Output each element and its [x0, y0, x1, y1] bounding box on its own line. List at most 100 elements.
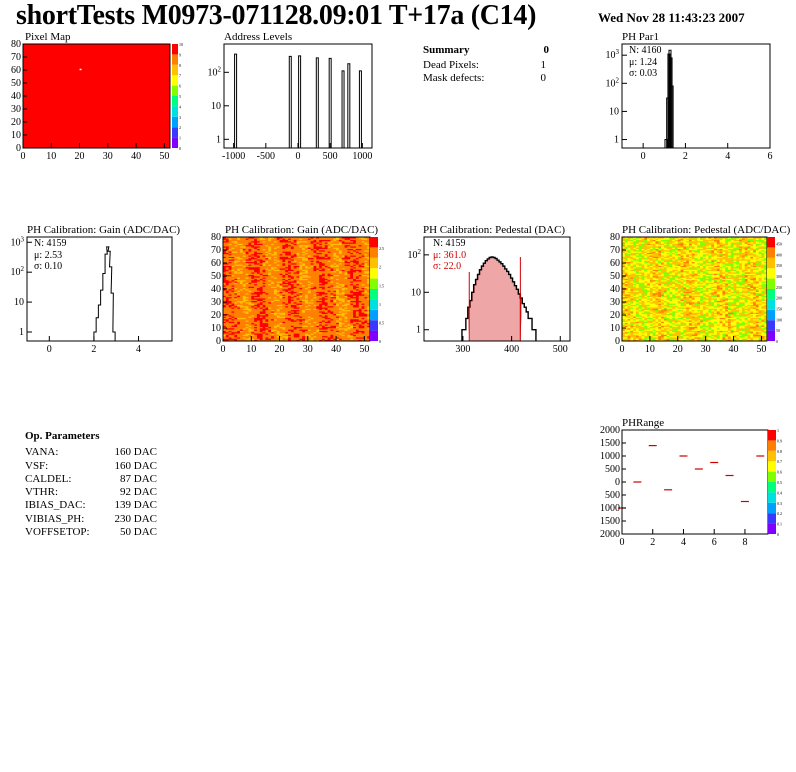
gain-map-cell — [279, 268, 283, 270]
pedestal-map-cell — [758, 330, 762, 333]
gain-map-cell — [353, 278, 357, 281]
gain-map-cell — [290, 312, 294, 314]
gain-map-cell — [347, 298, 351, 300]
pedestal-map-cell — [672, 335, 676, 338]
pedestal-map-cell — [649, 333, 653, 335]
gain-map-cell — [256, 239, 261, 242]
pedestal-map-cell — [652, 325, 656, 327]
gain-map-cell — [336, 246, 340, 248]
gain-map-cell — [333, 246, 337, 248]
pedestal-map-cell — [630, 335, 634, 338]
gain-map-cell — [304, 250, 309, 252]
gain-map-cell — [361, 272, 365, 274]
gain-map-cell — [228, 257, 232, 260]
gain-map-cell — [237, 309, 241, 312]
pedestal-map-cell — [649, 337, 653, 339]
gain-map-cell — [344, 304, 348, 307]
gain-map-cell — [237, 289, 241, 291]
gain-map-cell — [319, 335, 323, 338]
gain-map-cell — [347, 309, 351, 312]
gain-map-cell — [234, 318, 238, 321]
gain-map-cell — [321, 237, 326, 239]
gain-map-cell — [358, 324, 362, 326]
gain-map-cell — [336, 331, 340, 334]
gain-map-cell — [279, 338, 283, 340]
gain-map-cell — [245, 315, 249, 317]
gain-map-cell — [279, 302, 283, 304]
gain-map-cell — [273, 256, 278, 259]
gain-map-cell — [237, 239, 241, 242]
gain-map-cell — [324, 282, 328, 285]
gain-map-cell — [251, 239, 255, 242]
gain-map-cell — [324, 302, 328, 304]
gain-map-cell — [225, 330, 229, 333]
gain-map-cell — [299, 256, 303, 259]
gain-map-cell — [296, 250, 300, 252]
gain-map-cell — [259, 270, 263, 273]
gain-map-cell — [268, 239, 272, 242]
gain-map-cell — [279, 329, 283, 331]
gain-map-cell — [296, 329, 300, 331]
pedestal-map-cell — [644, 329, 648, 331]
gain-map-cell — [288, 270, 292, 273]
gain-map-cell — [223, 246, 227, 248]
gain-map-cell — [327, 322, 331, 325]
gain-map-cell — [225, 283, 229, 286]
gain-map-cell — [265, 292, 269, 295]
pedestal-map-cell — [755, 328, 759, 330]
gain-map-cell — [324, 313, 328, 316]
gain-map-cell — [299, 276, 303, 278]
gain-map-cell — [248, 308, 252, 311]
gain-map-cell — [282, 300, 286, 303]
gain-map-cell — [254, 273, 258, 275]
gain-map-cell — [296, 299, 300, 301]
gain-map-cell — [358, 278, 362, 281]
pedestal-map-cell — [705, 328, 709, 330]
pixel-map-palette-cell — [172, 137, 178, 148]
gain-map-cell — [316, 276, 320, 278]
gain-map-cell — [355, 290, 359, 292]
gain-map-cell — [256, 325, 261, 327]
gain-map-cell — [242, 289, 246, 291]
gain-map-cell — [361, 268, 365, 270]
gain-map-cell — [304, 334, 309, 337]
gain-map-cell — [293, 272, 297, 274]
gain-map-cell — [288, 252, 292, 255]
gain-map-cell — [327, 338, 331, 340]
gain-map-cell — [350, 294, 354, 296]
gain-map-cell — [228, 334, 232, 337]
gain-map-cell — [310, 278, 314, 281]
pedestal-map-cell — [714, 328, 718, 330]
gain-map-cell — [265, 243, 269, 246]
gain-map-cell — [265, 268, 269, 270]
gain-map-cell — [225, 276, 229, 278]
gain-map-cell — [256, 283, 261, 286]
gain-map-cell — [336, 316, 340, 318]
gain-map-cell — [347, 286, 351, 288]
gain-map-cell — [358, 298, 362, 300]
ph-par1-title: PH Par1 — [622, 31, 659, 43]
pedestal-map-cell — [716, 328, 720, 330]
gain-map-cell — [254, 244, 258, 247]
gain-map-cell — [248, 318, 252, 321]
gain-map-cell — [299, 277, 303, 279]
pedestal-map-cell — [680, 338, 684, 340]
gain-map-cell — [296, 282, 300, 285]
gain-map-cell — [364, 274, 368, 277]
gain-map-cell — [299, 299, 303, 301]
gain-map-cell — [223, 260, 227, 262]
pedestal-map-cell — [741, 333, 745, 335]
gain-map-cell — [321, 289, 326, 291]
gain-map-cell — [364, 304, 368, 307]
pedestal-map-cell — [638, 331, 642, 334]
pedestal-map-cell — [686, 330, 690, 333]
pedestal-map-cell — [733, 334, 737, 337]
gain-map-cell — [223, 252, 227, 255]
gain-map-cell — [324, 304, 328, 307]
gain-map-cell — [282, 311, 286, 313]
pedestal-map-cell — [647, 329, 651, 331]
gain-map-cell — [321, 259, 326, 261]
gain-map-cell — [355, 281, 359, 283]
gain-map-cell — [333, 331, 337, 334]
pedestal-map-cell — [624, 333, 628, 335]
